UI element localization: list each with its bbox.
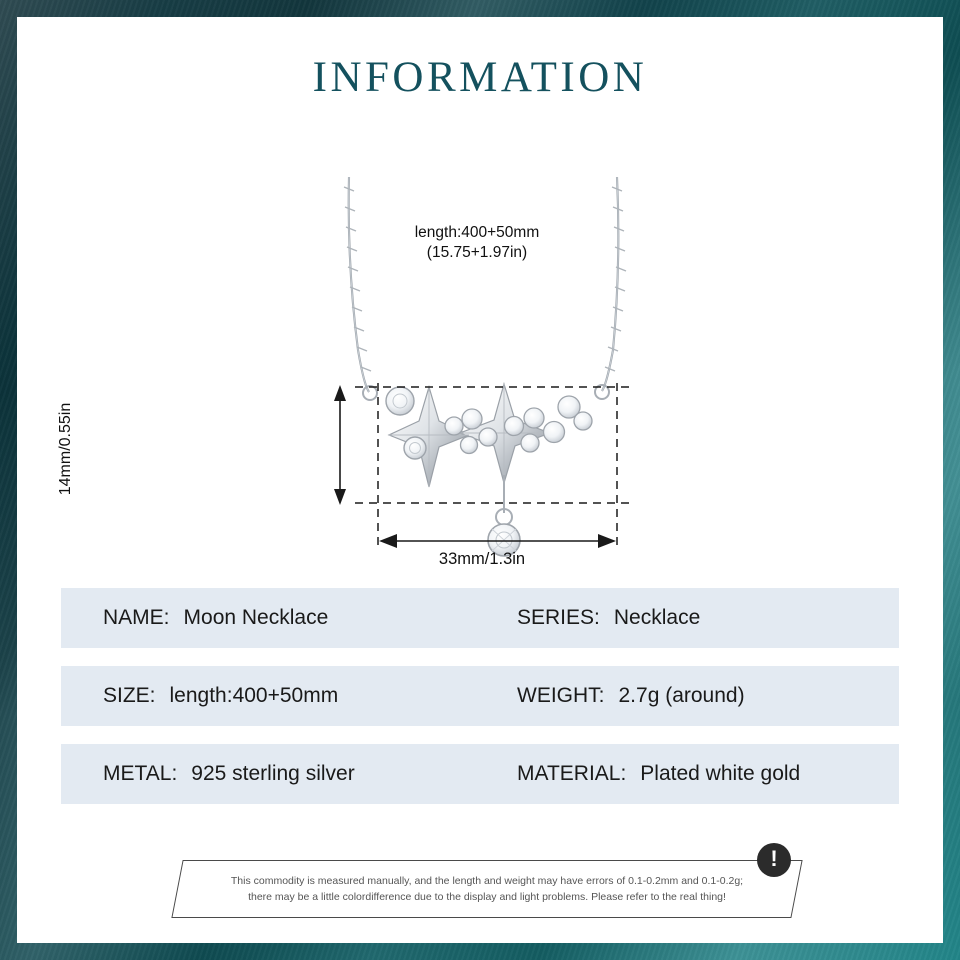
spec-value-weight: 2.7g (around) [618,684,745,707]
width-label: 33mm/1.3in [438,550,526,568]
spec-value-metal: 925 sterling silver [191,762,355,785]
height-label: 14mm/0.55in [57,402,74,496]
spec-cell-size: SIZE: length:400+50mm [103,684,517,708]
spec-cell-series: SERIES: Necklace [517,606,700,630]
page-title: INFORMATION [312,54,648,101]
spec-key-weight: WEIGHT: [517,684,605,707]
spec-cell-weight: WEIGHT: 2.7g (around) [517,684,745,708]
chain-link-ticks [343,186,627,372]
chain-length-label: length:400+50mm (15.75+1.97in) [414,224,540,261]
table-row: NAME: Moon Necklace SERIES: Necklace [61,588,899,648]
disclaimer-text: This commodity is measured manually, and… [177,860,797,918]
spec-table: NAME: Moon Necklace SERIES: Necklace SIZ… [61,588,899,822]
necklace-illustration [334,176,632,557]
spec-key-name: NAME: [103,606,170,629]
spec-value-name: Moon Necklace [183,606,329,629]
spec-cell-metal: METAL: 925 sterling silver [103,762,517,786]
spec-value-size: length:400+50mm [169,684,339,707]
drop-stone [487,523,521,557]
spec-key-size: SIZE: [103,684,156,707]
spec-key-series: SERIES: [517,606,600,629]
cz-stone-cluster [385,386,593,460]
spec-cell-material: MATERIAL: Plated white gold [517,762,800,786]
width-dimension-arrow [379,534,616,548]
height-dimension-arrow [334,385,346,505]
product-diagram: length:400+50mm (15.75+1.97in) 14mm/0.55… [17,135,943,590]
star-right [458,381,552,486]
spec-cell-name: NAME: Moon Necklace [103,606,517,630]
spec-key-metal: METAL: [103,762,178,785]
disclaimer-line-2: there may be a little colordifference du… [248,891,726,903]
spec-value-series: Necklace [613,606,701,629]
jump-ring-left [362,385,378,401]
dimension-dashed-box [355,383,632,545]
spec-key-material: MATERIAL: [517,762,627,785]
white-content-card: INFORMATION [17,17,943,943]
disclaimer-line-1: This commodity is measured manually, and… [230,874,744,887]
chain-left-links [348,176,370,393]
chain-right [601,176,620,392]
jump-ring-right [594,384,610,400]
disclaimer-banner: This commodity is measured manually, and… [171,843,803,918]
exclamation-icon: ! [757,843,791,877]
table-row: METAL: 925 sterling silver MATERIAL: Pla… [61,744,899,804]
table-row: SIZE: length:400+50mm WEIGHT: 2.7g (arou… [61,666,899,726]
spec-value-material: Plated white gold [640,762,801,785]
chain-right-links [601,176,619,392]
